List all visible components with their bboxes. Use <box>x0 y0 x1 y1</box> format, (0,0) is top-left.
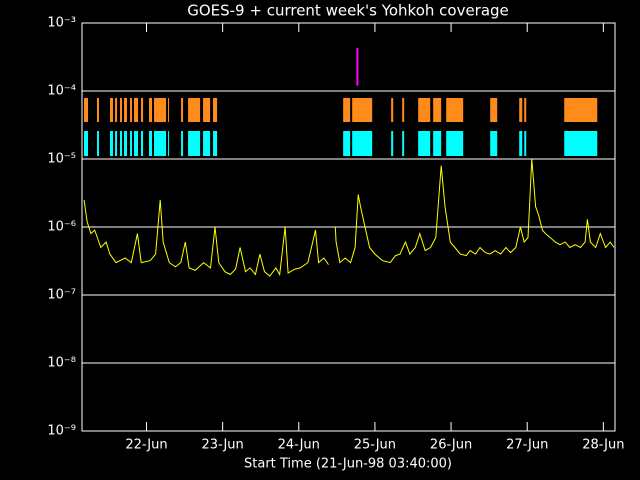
coverage-bar <box>352 98 373 122</box>
coverage-bar <box>418 131 431 156</box>
coverage-bar <box>352 131 373 156</box>
coverage-bar <box>115 98 118 122</box>
coverage-bar <box>83 98 89 122</box>
coverage-bar <box>564 131 598 156</box>
coverage-bar <box>181 131 184 156</box>
x-tick-label: 26-Jun <box>430 438 472 453</box>
x-tick-label: 24-Jun <box>278 438 320 453</box>
x-tick-label: 28-Jun <box>582 438 624 453</box>
coverage-bar <box>402 98 405 122</box>
coverage-bar <box>446 98 464 122</box>
y-tick-label: 10⁻⁹ <box>47 424 76 439</box>
coverage-bar <box>130 131 133 156</box>
coverage-bar <box>524 98 527 122</box>
coverage-bar <box>149 131 153 156</box>
coverage-bar <box>124 98 128 122</box>
coverage-bar <box>519 131 523 156</box>
coverage-bar <box>418 98 431 122</box>
x-axis-label: Start Time (21-Jun-98 03:40:00) <box>244 457 452 472</box>
y-tick-label: 10⁻³ <box>47 16 76 31</box>
coverage-bar <box>391 98 394 122</box>
coverage-bar <box>181 98 184 122</box>
y-tick-label: 10⁻⁷ <box>47 288 76 303</box>
coverage-bar <box>119 131 123 156</box>
coverage-bar <box>433 131 442 156</box>
coverage-bar <box>154 98 167 122</box>
coverage-bar <box>203 131 211 156</box>
coverage-bar <box>115 131 118 156</box>
x-tick-label: 27-Jun <box>506 438 548 453</box>
coverage-bar <box>213 131 218 156</box>
x-tick-label: 25-Jun <box>354 438 396 453</box>
coverage-bar <box>402 131 405 156</box>
coverage-bar <box>130 98 133 122</box>
coverage-bar <box>141 131 144 156</box>
coverage-bar <box>564 98 598 122</box>
coverage-bar <box>97 131 99 156</box>
coverage-bar <box>524 131 527 156</box>
coverage-bar <box>446 131 464 156</box>
coverage-bar <box>149 98 153 122</box>
coverage-bar <box>433 98 442 122</box>
coverage-bar <box>83 131 89 156</box>
coverage-bar <box>110 98 113 122</box>
coverage-bar <box>490 98 498 122</box>
coverage-bar <box>188 131 201 156</box>
coverage-bar <box>391 131 394 156</box>
coverage-bar <box>154 131 167 156</box>
coverage-bar <box>134 98 139 122</box>
coverage-bar <box>97 98 99 122</box>
coverage-bar <box>343 98 351 122</box>
y-tick-label: 10⁻⁸ <box>47 356 76 371</box>
coverage-bar <box>134 131 139 156</box>
x-tick-label: 23-Jun <box>201 438 243 453</box>
coverage-bar <box>141 98 144 122</box>
coverage-bar <box>490 131 498 156</box>
coverage-bar <box>110 131 113 156</box>
chart-title: GOES-9 + current week's Yohkoh coverage <box>187 2 509 20</box>
y-tick-label: 10⁻⁶ <box>47 220 76 235</box>
coverage-bar <box>213 98 218 122</box>
flux-line <box>83 158 615 277</box>
plot-frame <box>81 22 616 432</box>
coverage-bar <box>119 98 123 122</box>
coverage-bar <box>519 98 523 122</box>
coverage-bar <box>343 131 351 156</box>
coverage-bar <box>168 98 170 122</box>
x-tick-label: 22-Jun <box>125 438 167 453</box>
y-tick-label: 10⁻⁵ <box>47 152 76 167</box>
coverage-bar <box>203 98 211 122</box>
coverage-bar <box>168 131 170 156</box>
coverage-bar <box>124 131 128 156</box>
coverage-bar <box>188 98 201 122</box>
y-tick-label: 10⁻⁴ <box>47 84 76 99</box>
